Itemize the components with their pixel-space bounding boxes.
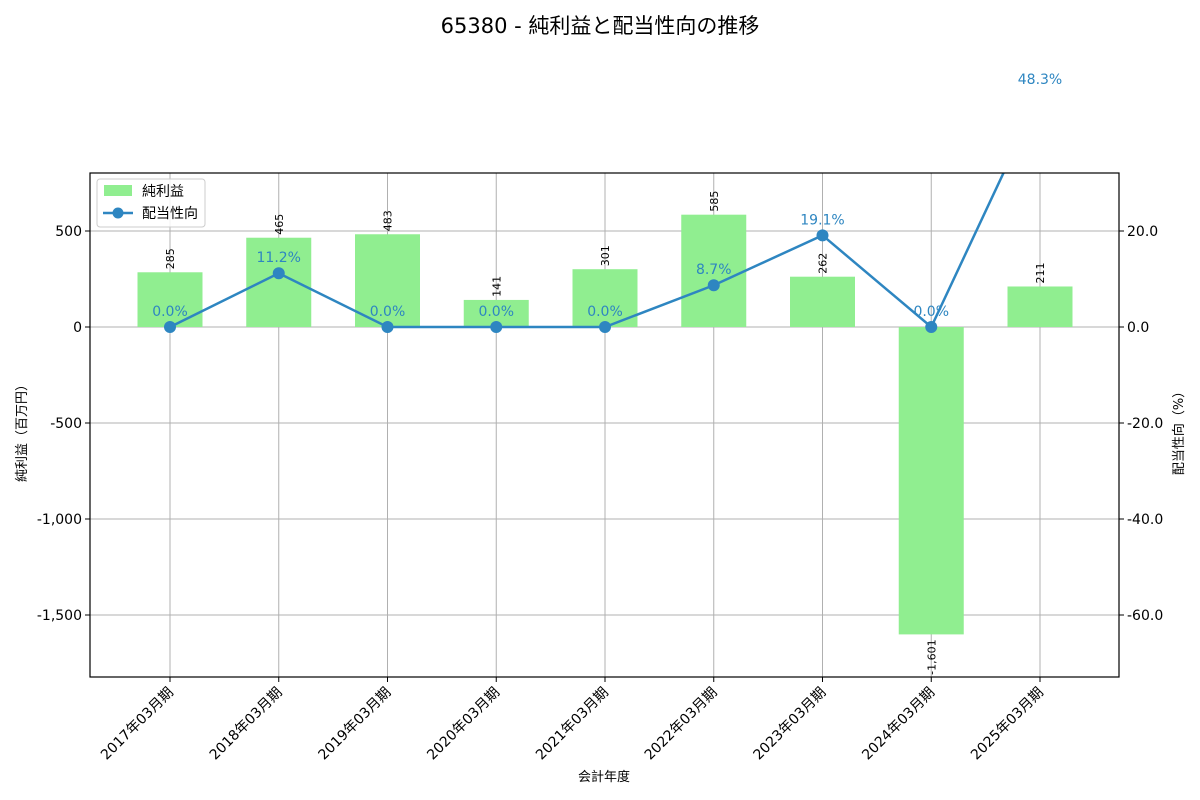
x-tick-label: 2020年03月期 [424, 685, 503, 764]
payout-ratio-label: 0.0% [913, 304, 949, 320]
bar-value-label: 262 [817, 253, 830, 274]
payout-ratio-label: 0.0% [478, 304, 514, 320]
legend-bar-label: 純利益 [142, 184, 184, 200]
bar-value-label: 465 [273, 214, 286, 235]
bar-value-label: 211 [1034, 262, 1047, 283]
y2-tick-label: -20.0 [1127, 416, 1163, 432]
bar-value-label: 585 [708, 191, 721, 212]
x-tick-label: 2018年03月期 [207, 685, 286, 764]
left-y-axis: 500 0 -500 -1,000 -1,500 [37, 224, 90, 624]
y2-tick-label: 20.0 [1127, 224, 1158, 240]
payout-ratio-marker [490, 321, 503, 333]
legend-line-marker-icon [112, 207, 124, 219]
right-y-axis-label: 配当性向（%） [1171, 385, 1187, 475]
payout-ratio-label: 0.0% [370, 304, 406, 320]
legend-line-label: 配当性向 [142, 206, 198, 222]
bar [355, 234, 420, 327]
left-y-axis-label: 純利益（百万円） [15, 378, 30, 482]
payout-ratio-label: 8.7% [696, 262, 732, 278]
bar-value-label: -1,601 [925, 639, 938, 674]
payout-ratio-marker [707, 279, 720, 292]
bar-value-label: 141 [490, 276, 503, 297]
x-axis: 2017年03月期 2018年03月期 2019年03月期 2020年03月期 2021… [98, 677, 1047, 763]
right-y-axis: 20.0 0.0 -20.0 -40.0 -60.0 [1119, 224, 1163, 624]
bar-value-label: 483 [382, 210, 395, 231]
y-tick-label: 500 [55, 224, 82, 240]
x-tick-label: 2017年03月期 [98, 685, 177, 764]
bar [1007, 286, 1073, 327]
payout-ratio-marker [381, 321, 394, 333]
y2-tick-label: -60.0 [1127, 608, 1163, 624]
x-tick-label: 2025年03月期 [968, 685, 1047, 764]
bar [681, 214, 747, 327]
payout-ratio-label: 19.1% [800, 212, 844, 228]
x-tick-label: 2019年03月期 [316, 685, 395, 764]
legend-bar-swatch [104, 185, 132, 196]
y2-tick-label: 0.0 [1127, 320, 1149, 336]
payout-ratio-marker [599, 321, 611, 333]
payout-ratio-label: 0.0% [152, 304, 188, 320]
bar [246, 237, 312, 327]
payout-ratio-label: 0.0% [587, 304, 623, 320]
payout-ratio-marker [272, 267, 285, 280]
y2-tick-label: -40.0 [1127, 512, 1163, 528]
payout-ratio-marker [164, 321, 176, 333]
x-axis-label: 会計年度 [578, 769, 630, 785]
legend: 純利益 配当性向 [96, 178, 206, 228]
x-tick-label: 2024年03月期 [859, 685, 938, 764]
line-series-payout-ratio: 0.0% 11.2% 0.0% 0.0% 0.0% 8.7% 19.1% 0.0% 48.3% [152, 72, 1062, 333]
x-tick-label: 2021年03月期 [533, 685, 612, 764]
x-tick-label: 2023年03月期 [751, 685, 830, 764]
x-tick-label: 2022年03月期 [642, 685, 721, 764]
y-tick-label: 0 [73, 320, 82, 336]
y-tick-label: -500 [50, 416, 82, 432]
bar [137, 272, 203, 327]
y-tick-label: -1,500 [37, 608, 82, 624]
bar-value-label: 285 [164, 248, 177, 269]
payout-ratio-marker [925, 321, 938, 333]
payout-ratio-label: 11.2% [257, 250, 301, 266]
chart-title: 65380 - 純利益と配当性向の推移 [441, 14, 760, 38]
bar-value-label: 301 [599, 245, 612, 266]
y-tick-label: -1,000 [37, 512, 82, 528]
payout-ratio-label: 48.3% [1018, 72, 1062, 88]
payout-ratio-marker [816, 229, 829, 242]
bar-value-labels: 285 465 483 141 301 585 262 -1,601 211 [164, 191, 1047, 675]
bar [790, 276, 855, 327]
bar [898, 327, 964, 635]
